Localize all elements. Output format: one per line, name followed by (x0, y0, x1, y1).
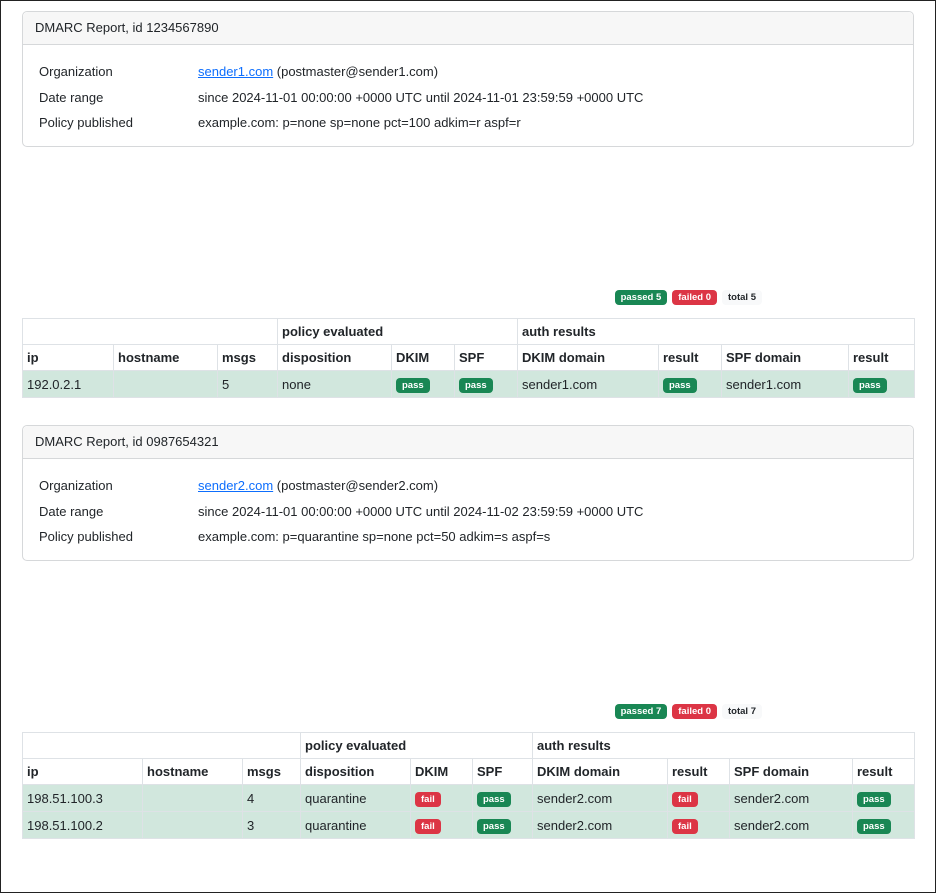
policy-evaluated-header: policy evaluated (300, 732, 533, 759)
report-1: DMARC Report, id 1234567890 Organization… (22, 11, 915, 398)
report-2: DMARC Report, id 0987654321 Organization… (22, 425, 915, 839)
column-header-row: ip hostname msgs disposition DKIM SPF DK… (22, 344, 915, 371)
date-range-value: since 2024-11-01 00:00:00 +0000 UTC unti… (198, 89, 644, 105)
policy-evaluated-header: policy evaluated (277, 318, 518, 345)
cell-ip: 198.51.100.3 (22, 784, 143, 812)
failed-badge: failed 0 (672, 289, 718, 305)
col-msgs: msgs (217, 344, 278, 371)
col-spf-domain: SPF domain (721, 344, 849, 371)
dkim-status-badge: pass (396, 377, 430, 393)
date-range-label: Date range (39, 503, 104, 519)
col-spf-result: result (852, 758, 915, 785)
dkim-status-badge: fail (415, 818, 441, 834)
summary-badges: passed 7 failed 0 total 7 (614, 703, 762, 719)
col-dkim-domain: DKIM domain (517, 344, 659, 371)
column-header-row: ip hostname msgs disposition DKIM SPF DK… (22, 758, 915, 785)
group-header-row: policy evaluated auth results (22, 732, 915, 759)
dkim-result-badge: pass (663, 377, 697, 393)
spf-result-badge: pass (857, 818, 891, 834)
report-header: DMARC Report, id 1234567890 (23, 12, 913, 45)
col-spf: SPF (472, 758, 533, 785)
cell-ip: 198.51.100.2 (22, 811, 143, 839)
total-badge: total 7 (722, 703, 762, 719)
dkim-result-badge: fail (672, 818, 698, 834)
col-spf: SPF (454, 344, 518, 371)
report-header: DMARC Report, id 0987654321 (23, 426, 913, 459)
total-badge: total 5 (722, 289, 762, 305)
spf-result-badge: pass (857, 791, 891, 807)
policy-published-value: example.com: p=none sp=none pct=100 adki… (198, 115, 521, 130)
date-range-row: Date range since 2024-11-01 00:00:00 +00… (39, 85, 897, 111)
spf-status-badge: pass (477, 791, 511, 807)
spf-status-badge: pass (477, 818, 511, 834)
date-range-value: since 2024-11-01 00:00:00 +0000 UTC unti… (198, 503, 644, 519)
col-spf-domain: SPF domain (729, 758, 853, 785)
table-row: 198.51.100.3 4 quarantine fail pass send… (22, 784, 915, 812)
group-header-row: policy evaluated auth results (22, 318, 915, 345)
cell-msgs: 5 (217, 370, 278, 398)
policy-published-row: Policy published example.com: p=none sp=… (39, 110, 897, 136)
policy-published-label: Policy published (39, 529, 133, 544)
table-row: 198.51.100.2 3 quarantine fail pass send… (22, 811, 915, 839)
cell-ip: 192.0.2.1 (22, 370, 114, 398)
col-msgs: msgs (242, 758, 301, 785)
dkim-status-badge: fail (415, 791, 441, 807)
col-ip: ip (22, 758, 143, 785)
col-hostname: hostname (142, 758, 243, 785)
policy-published-row: Policy published example.com: p=quaranti… (39, 524, 897, 550)
organization-label: Organization (39, 64, 113, 79)
table-row: 192.0.2.1 5 none pass pass sender1.com p… (22, 370, 915, 398)
cell-msgs: 3 (242, 811, 301, 839)
failed-badge: failed 0 (672, 703, 718, 719)
cell-spf-domain: sender2.com (729, 784, 853, 812)
auth-results-header: auth results (532, 732, 915, 759)
organization-email: (postmaster@sender1.com) (273, 64, 439, 79)
policy-published-value: example.com: p=quarantine sp=none pct=50… (198, 529, 551, 544)
passed-badge: passed 5 (614, 289, 668, 305)
cell-hostname (142, 811, 243, 839)
summary-badges: passed 5 failed 0 total 5 (614, 289, 762, 305)
dkim-result-badge: fail (672, 791, 698, 807)
auth-results-header: auth results (517, 318, 915, 345)
col-ip: ip (22, 344, 114, 371)
cell-msgs: 4 (242, 784, 301, 812)
organization-email: (postmaster@sender2.com) (273, 478, 439, 493)
spf-status-badge: pass (459, 377, 493, 393)
report-card: DMARC Report, id 1234567890 Organization… (22, 11, 914, 147)
cell-disposition: quarantine (300, 811, 411, 839)
records-table: policy evaluated auth results ip hostnam… (22, 732, 915, 839)
organization-link[interactable]: sender2.com (198, 478, 274, 493)
policy-published-label: Policy published (39, 115, 133, 130)
cell-dkim-domain: sender1.com (517, 370, 659, 398)
organization-row: Organization sender1.com (postmaster@sen… (39, 59, 897, 85)
spf-result-badge: pass (853, 377, 887, 393)
cell-disposition: quarantine (300, 784, 411, 812)
cell-dkim-domain: sender2.com (532, 811, 668, 839)
col-dkim: DKIM (391, 344, 455, 371)
col-spf-result: result (848, 344, 915, 371)
col-hostname: hostname (113, 344, 218, 371)
cell-hostname (113, 370, 218, 398)
date-range-label: Date range (39, 89, 104, 105)
col-disposition: disposition (300, 758, 411, 785)
report-card: DMARC Report, id 0987654321 Organization… (22, 425, 914, 561)
passed-badge: passed 7 (614, 703, 668, 719)
date-range-row: Date range since 2024-11-01 00:00:00 +00… (39, 499, 897, 525)
organization-row: Organization sender2.com (postmaster@sen… (39, 473, 897, 499)
organization-link[interactable]: sender1.com (198, 64, 274, 79)
col-disposition: disposition (277, 344, 392, 371)
organization-label: Organization (39, 478, 113, 493)
col-dkim: DKIM (410, 758, 473, 785)
cell-spf-domain: sender2.com (729, 811, 853, 839)
col-dkim-result: result (658, 344, 722, 371)
records-table: policy evaluated auth results ip hostnam… (22, 318, 915, 398)
col-dkim-result: result (667, 758, 730, 785)
cell-disposition: none (277, 370, 392, 398)
cell-spf-domain: sender1.com (721, 370, 849, 398)
col-dkim-domain: DKIM domain (532, 758, 668, 785)
cell-dkim-domain: sender2.com (532, 784, 668, 812)
cell-hostname (142, 784, 243, 812)
